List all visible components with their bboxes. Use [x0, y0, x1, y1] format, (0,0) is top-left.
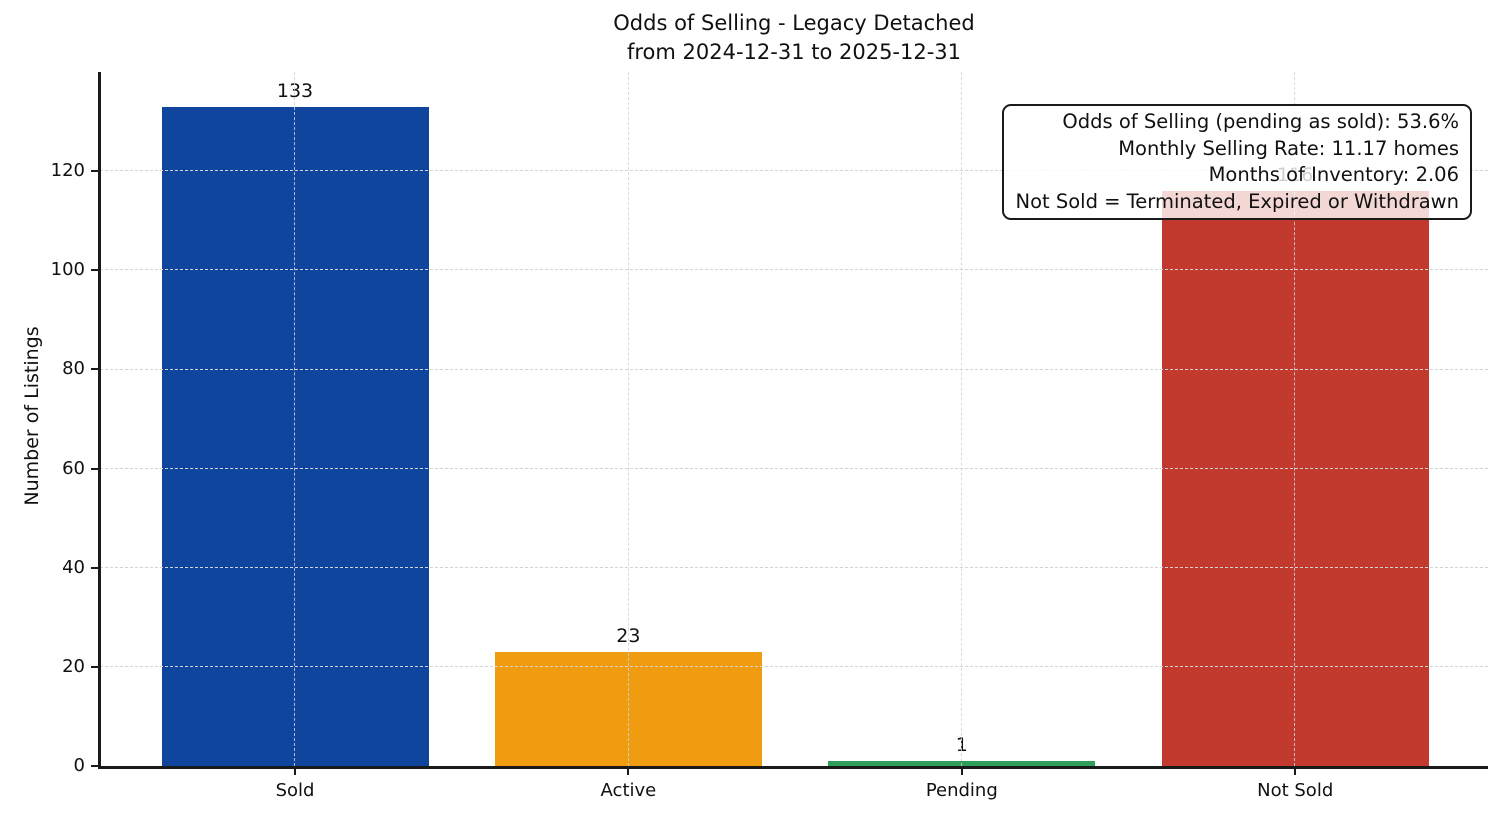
x-tick-label: Not Sold	[1257, 780, 1334, 801]
y-tick-label: 20	[62, 655, 85, 677]
x-tick-mark	[1294, 768, 1297, 775]
x-tick-mark	[294, 768, 296, 775]
y-tick-mark	[91, 269, 99, 272]
x-tick-mark	[627, 768, 630, 775]
gridline-horizontal	[100, 368, 1488, 370]
y-tick-label: 80	[62, 358, 85, 380]
chart-title: Odds of Selling - Legacy Detached	[613, 11, 975, 35]
annotation-box: Odds of Selling (pending as sold): 53.6%…	[1002, 104, 1472, 220]
y-tick-label: 40	[62, 556, 85, 578]
y-tick-label: 0	[73, 755, 85, 776]
x-tick-label: Active	[600, 780, 657, 801]
y-tick-mark	[91, 665, 99, 668]
annotation-line: Months of Inventory: 2.06	[1208, 163, 1459, 186]
y-axis-spine	[98, 72, 101, 768]
gridline-horizontal	[100, 467, 1488, 469]
y-tick-mark	[91, 467, 99, 470]
chart-title-block: Odds of Selling - Legacy Detached from 2…	[100, 9, 1488, 67]
annotation-line: Odds of Selling (pending as sold): 53.6%	[1062, 110, 1459, 133]
gridline-vertical	[1294, 72, 1296, 766]
gridline-vertical	[294, 72, 296, 766]
gridline-vertical	[627, 72, 629, 766]
annotation-line: Not Sold = Terminated, Expired or Withdr…	[1015, 189, 1459, 213]
annotation-line: Monthly Selling Rate: 11.17 homes	[1118, 136, 1459, 160]
plot-area	[98, 72, 1488, 769]
gridline-horizontal	[100, 170, 1488, 172]
x-tick-mark	[960, 768, 963, 775]
y-tick-label: 120	[50, 160, 85, 182]
x-tick-label: Sold	[275, 780, 315, 801]
y-tick-mark	[91, 566, 99, 569]
gridline-vertical	[961, 72, 962, 766]
y-tick-mark	[91, 765, 99, 767]
y-tick-mark	[91, 170, 99, 173]
gridline-horizontal	[100, 269, 1488, 271]
y-tick-mark	[91, 368, 99, 371]
x-tick-label: Pending	[925, 780, 998, 801]
chart-subtitle: from 2024-12-31 to 2025-12-31	[626, 40, 962, 64]
y-tick-label: 60	[62, 457, 85, 479]
gridline-horizontal	[100, 666, 1488, 668]
x-axis-spine	[98, 766, 1488, 769]
gridline-horizontal	[100, 566, 1488, 568]
y-tick-label: 100	[50, 259, 85, 281]
